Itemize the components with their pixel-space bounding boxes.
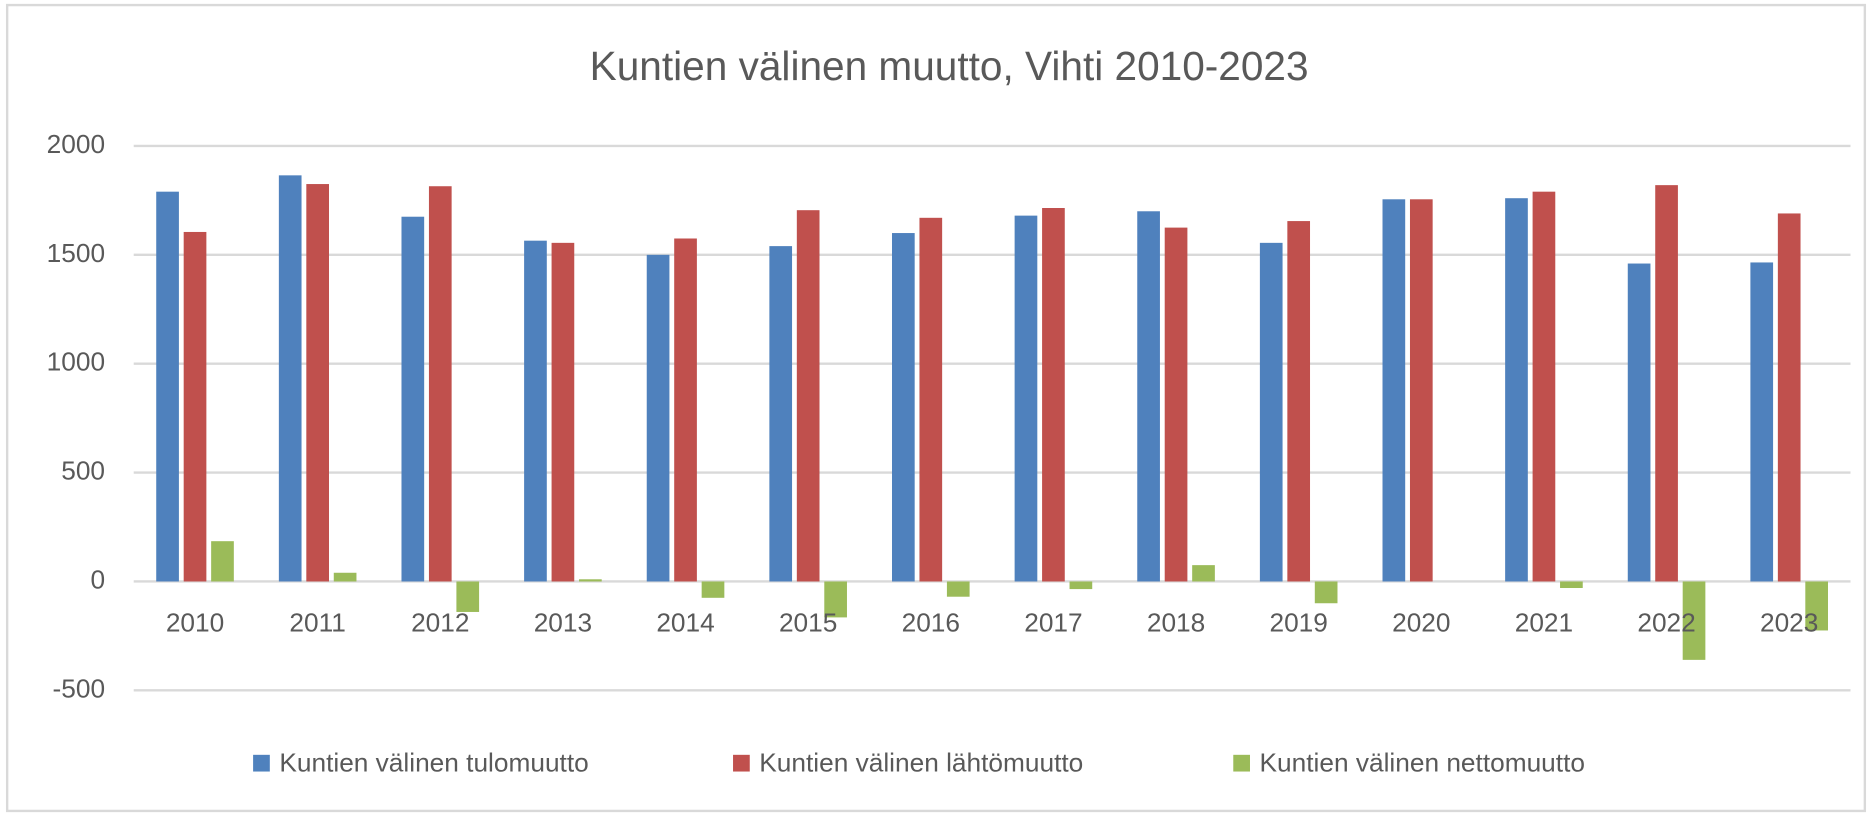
- bar: [1805, 581, 1828, 631]
- x-tick-label: 2019: [1269, 608, 1327, 638]
- x-tick-label: 2020: [1392, 608, 1450, 638]
- legend-label: Kuntien välinen tulomuutto: [279, 747, 588, 777]
- bar: [306, 184, 329, 582]
- x-tick-label: 2022: [1637, 608, 1695, 638]
- bar: [401, 216, 425, 582]
- bar: [674, 238, 697, 582]
- chart-title: Kuntien välinen muutto, Vihti 2010-2023: [590, 43, 1309, 89]
- bar: [796, 210, 820, 582]
- bar: [579, 579, 602, 582]
- x-tick-label: 2010: [166, 608, 224, 638]
- y-tick-label: 1000: [47, 347, 105, 377]
- bar: [646, 254, 670, 582]
- bar: [1382, 199, 1406, 582]
- bar: [1627, 263, 1651, 582]
- x-tick-label: 2023: [1760, 608, 1818, 638]
- x-tick-label: 2012: [411, 608, 469, 638]
- legend-label: Kuntien välinen nettomuutto: [1260, 747, 1585, 777]
- bar: [1042, 208, 1065, 582]
- bar: [333, 572, 357, 582]
- y-tick-label: 0: [90, 564, 105, 594]
- bar: [769, 246, 793, 582]
- x-tick-label: 2018: [1147, 608, 1205, 638]
- bar: [1532, 191, 1556, 582]
- x-tick-label: 2013: [534, 608, 592, 638]
- y-tick-label: 2000: [47, 129, 105, 159]
- bar: [824, 581, 847, 618]
- bar: [524, 240, 547, 582]
- bar: [1505, 198, 1528, 582]
- bar: [1287, 221, 1311, 582]
- y-tick-label: 1500: [47, 238, 105, 268]
- bar: [211, 541, 234, 582]
- legend-swatch: [733, 754, 750, 772]
- bar: [551, 242, 575, 582]
- bar: [946, 581, 970, 597]
- x-tick-label: 2016: [902, 608, 960, 638]
- legend-label: Kuntien välinen lähtömuutto: [759, 747, 1083, 777]
- bar: [156, 191, 179, 582]
- y-tick-label: 500: [61, 456, 105, 486]
- bar: [1314, 581, 1338, 604]
- x-tick-label: 2021: [1515, 608, 1573, 638]
- x-tick-label: 2014: [656, 608, 714, 638]
- bar: [1750, 262, 1774, 582]
- bar: [1682, 581, 1706, 660]
- y-tick-label: -500: [53, 673, 106, 703]
- bar: [1164, 227, 1188, 582]
- bar: [456, 581, 480, 612]
- bar: [919, 217, 943, 582]
- bar: [1137, 211, 1160, 582]
- bar: [278, 175, 302, 582]
- bar: [1409, 199, 1433, 582]
- bar: [1069, 581, 1093, 590]
- bar: [1192, 565, 1215, 582]
- legend-swatch: [253, 754, 270, 772]
- bar: [428, 186, 452, 582]
- bar: [1560, 581, 1583, 589]
- bar: [701, 581, 725, 598]
- bar: [1777, 213, 1801, 582]
- x-tick-label: 2011: [289, 608, 345, 638]
- x-tick-label: 2015: [779, 608, 837, 638]
- bar: [183, 231, 207, 582]
- bar: [1014, 215, 1038, 582]
- x-tick-label: 2017: [1024, 608, 1082, 638]
- bar: [1259, 242, 1283, 582]
- legend-swatch: [1233, 754, 1250, 772]
- bar: [891, 233, 915, 582]
- bar: [1655, 185, 1678, 582]
